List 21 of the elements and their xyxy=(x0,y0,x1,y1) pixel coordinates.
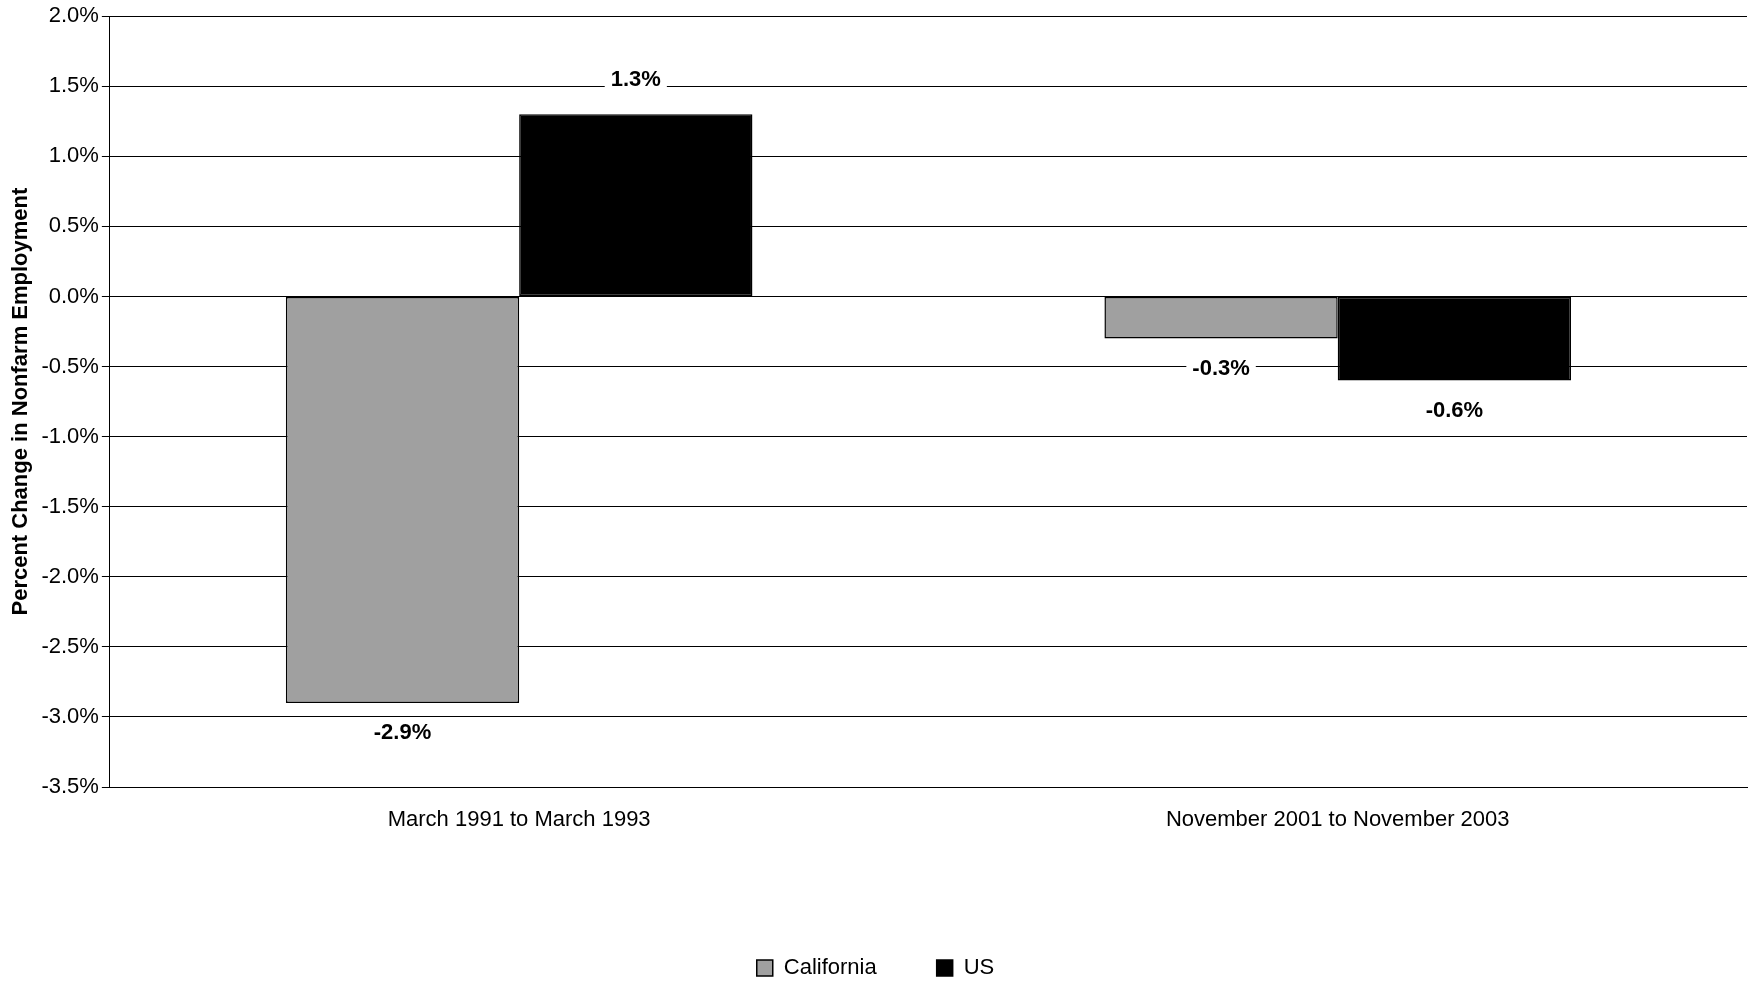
data-label: -0.6% xyxy=(1425,396,1484,422)
y-tick-label: -3.5% xyxy=(41,773,99,799)
y-tick-label: -2.0% xyxy=(41,562,99,588)
data-label: -2.9% xyxy=(373,718,432,744)
y-tick-label: -0.5% xyxy=(41,352,99,378)
y-tick-label: 1.0% xyxy=(48,142,99,168)
y-tick-label: 2.0% xyxy=(48,2,99,28)
x-tick-label: March 1991 to March 1993 xyxy=(387,806,651,832)
y-tick-label: 1.5% xyxy=(48,72,99,98)
y-tick-label: -1.5% xyxy=(41,492,99,518)
x-tick-label: November 2001 to November 2003 xyxy=(1165,806,1510,832)
y-tick-label: -2.5% xyxy=(41,632,99,658)
y-tick-label: 0.0% xyxy=(48,282,99,308)
data-label: -0.3% xyxy=(1192,354,1250,380)
y-tick-label: 0.5% xyxy=(48,212,99,238)
data-label: 1.3% xyxy=(610,66,661,92)
legend-label: California xyxy=(783,954,878,980)
y-tick-label: -3.0% xyxy=(41,702,99,728)
legend-label: US xyxy=(963,954,995,980)
y-tick-label: -1.0% xyxy=(41,422,99,448)
y-axis-title: Percent Change in Nonfarm Employment xyxy=(7,187,33,616)
